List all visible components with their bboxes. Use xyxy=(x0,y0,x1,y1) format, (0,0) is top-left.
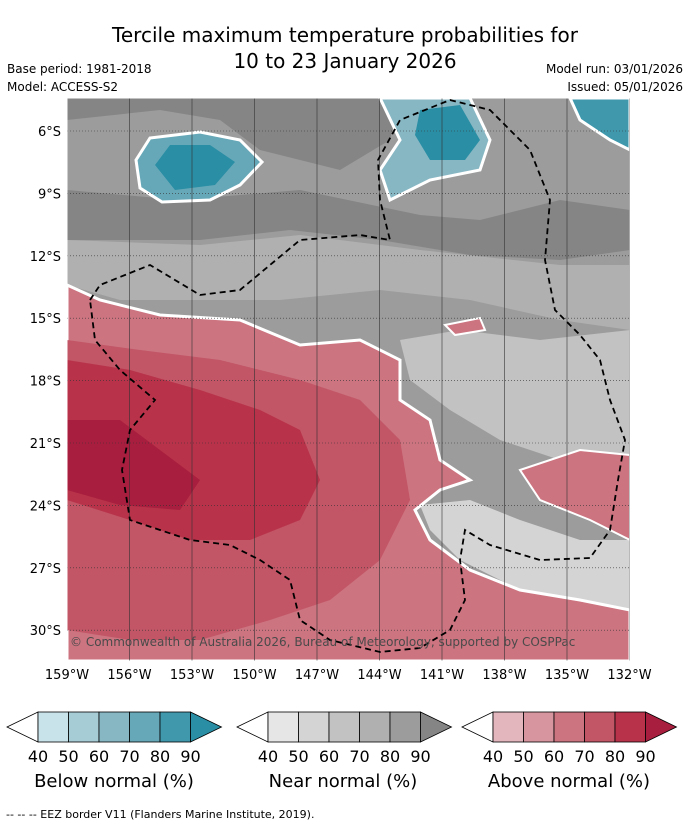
latitude-labels: 6°S 9°S 12°S 15°S 18°S 21°S 24°S 27°S 30°S xyxy=(30,125,61,639)
lon-label: 153°W xyxy=(170,668,214,683)
meta-left: Base period: 1981-2018 Model: ACCESS-S2 xyxy=(7,60,152,96)
model-name: Model: ACCESS-S2 xyxy=(7,80,119,94)
title-line-2: 10 to 23 January 2026 xyxy=(233,49,457,73)
colorbar-segment xyxy=(129,711,161,743)
colorbar-segment xyxy=(98,711,130,743)
colorbar-segment xyxy=(159,711,191,743)
colorbar-segment xyxy=(298,711,330,743)
colorbar-segment xyxy=(328,711,360,743)
eez-footnote: -- -- -- EEZ border V11 (Flanders Marine… xyxy=(6,808,315,821)
colorbar-tick-label: 90 xyxy=(635,747,655,766)
below-normal-core-west xyxy=(155,145,235,190)
issued-date: Issued: 05/01/2026 xyxy=(567,80,683,94)
colorbar-tick-label: 40 xyxy=(258,747,278,766)
colorbar-tick-label: 40 xyxy=(483,747,503,766)
lon-label: 147°W xyxy=(295,668,339,683)
colorbar-tick-label: 90 xyxy=(410,747,430,766)
colorbar-segment xyxy=(420,711,453,743)
chart-title: Tercile maximum temperature probabilitie… xyxy=(0,22,690,74)
lon-label: 159°W xyxy=(45,668,89,683)
colorbar-tick-label: 90 xyxy=(180,747,200,766)
colorbar-segment xyxy=(267,711,299,743)
colorbar-segment xyxy=(461,711,494,743)
colorbar-segment xyxy=(492,711,524,743)
colorbar-segment xyxy=(645,711,678,743)
copyright-text: © Commonwealth of Australia 2026, Bureau… xyxy=(70,635,575,649)
above-normal-region-east xyxy=(518,448,630,542)
above-normal-90-core xyxy=(67,420,200,510)
lon-label: 132°W xyxy=(607,668,651,683)
eez-border xyxy=(89,99,626,653)
lat-label: 12°S xyxy=(30,250,61,265)
lat-label: 27°S xyxy=(30,562,61,577)
colorbar-tick-label: 60 xyxy=(544,747,564,766)
colorbar-segment xyxy=(37,711,69,743)
longitude-labels: 159°W 156°W 153°W 150°W 147°W 144°W 141°W 138°W… xyxy=(45,668,652,683)
colorbar-segment xyxy=(614,711,646,743)
lat-label: 30°S xyxy=(30,624,61,639)
colorbar-segment xyxy=(523,711,555,743)
colorbar-tick-label: 50 xyxy=(288,747,308,766)
colorbar-segment xyxy=(389,711,421,743)
meta-right: Model run: 03/01/2026 Issued: 05/01/2026 xyxy=(546,60,683,96)
gridlines xyxy=(67,98,630,661)
title-line-1: Tercile maximum temperature probabilitie… xyxy=(112,23,578,47)
colorbar-segment xyxy=(6,711,39,743)
colorbar-tick-label: 60 xyxy=(319,747,339,766)
colorbar-tick-label: 70 xyxy=(349,747,369,766)
lat-label: 9°S xyxy=(38,187,61,202)
above-normal-patch xyxy=(442,316,487,337)
map-field xyxy=(67,98,630,661)
below-normal-label: Below normal (%) xyxy=(34,771,194,792)
colorbar-tick-label: 60 xyxy=(89,747,109,766)
lat-label: 6°S xyxy=(38,125,61,140)
colorbar-near-normal: 40 50 60 70 80 90 xyxy=(236,711,453,766)
colorbar-tick-label: 80 xyxy=(605,747,625,766)
near-normal-70-band xyxy=(67,235,630,330)
lon-label: 135°W xyxy=(545,668,589,683)
lat-label: 21°S xyxy=(30,437,61,452)
colorbar-tick-label: 70 xyxy=(119,747,139,766)
lon-label: 138°W xyxy=(482,668,526,683)
colorbar-tick-label: 40 xyxy=(28,747,48,766)
colorbar-tick-label: 70 xyxy=(574,747,594,766)
colorbar-segment xyxy=(68,711,100,743)
below-normal-region-northeast xyxy=(568,98,630,152)
colorbar-tick-label: 80 xyxy=(380,747,400,766)
map-frame xyxy=(66,97,631,662)
lat-label: 24°S xyxy=(30,499,61,514)
colorbar-segment xyxy=(359,711,391,743)
colorbar-tick-label: 80 xyxy=(150,747,170,766)
above-normal-label: Above normal (%) xyxy=(487,771,651,792)
base-period: Base period: 1981-2018 xyxy=(7,62,152,76)
lon-label: 150°W xyxy=(232,668,276,683)
colorbar-tick-label: 50 xyxy=(513,747,533,766)
colorbar-tick-label: 50 xyxy=(58,747,78,766)
colorbar-below-normal: 40 50 60 70 80 90 xyxy=(6,711,223,766)
colorbar-segment xyxy=(553,711,585,743)
lat-label: 15°S xyxy=(30,312,61,327)
colorbar-segment xyxy=(584,711,616,743)
near-normal-label: Near normal (%) xyxy=(268,771,418,792)
lon-label: 144°W xyxy=(357,668,401,683)
lon-label: 156°W xyxy=(107,668,151,683)
colorbar-above-normal: 40 50 60 70 80 90 xyxy=(461,711,678,766)
lat-label: 18°S xyxy=(30,375,61,390)
model-run: Model run: 03/01/2026 xyxy=(545,62,683,76)
colorbar-segment xyxy=(190,711,223,743)
colorbar-segment xyxy=(236,711,269,743)
near-normal-90-band xyxy=(67,190,630,260)
lon-label: 141°W xyxy=(420,668,464,683)
near-normal-60-region-east xyxy=(400,330,630,470)
below-normal-core-central xyxy=(415,105,480,160)
